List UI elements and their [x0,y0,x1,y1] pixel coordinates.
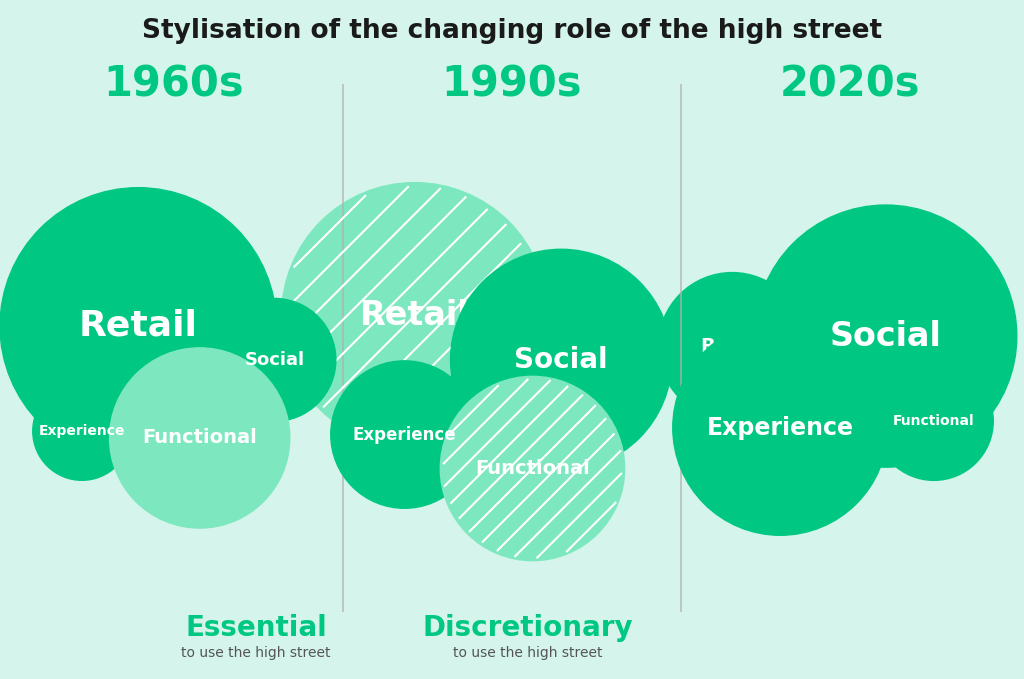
Text: Functional: Functional [475,459,590,478]
Text: Functional: Functional [142,428,257,447]
Circle shape [755,205,1017,467]
Circle shape [0,187,276,464]
Text: Essential: Essential [185,614,327,642]
Circle shape [440,376,625,561]
Circle shape [33,382,131,480]
Circle shape [331,361,478,509]
Text: 2020s: 2020s [779,64,921,106]
Text: Experience: Experience [39,424,125,438]
Circle shape [282,183,548,449]
Circle shape [213,299,336,421]
Circle shape [673,320,888,535]
Text: 1960s: 1960s [103,64,245,106]
Text: Retail: Retail [700,337,764,356]
Text: Social: Social [245,351,304,369]
Text: Functional: Functional [893,414,975,428]
Text: Retail: Retail [359,299,470,332]
Text: Retail: Retail [79,309,198,343]
Text: Experience: Experience [352,426,457,443]
Text: Stylisation of the changing role of the high street: Stylisation of the changing role of the … [142,18,882,43]
Circle shape [451,249,672,471]
Circle shape [658,272,806,420]
Text: Experience: Experience [707,416,854,440]
Text: to use the high street: to use the high street [453,646,602,660]
Text: to use the high street: to use the high street [181,646,331,660]
Text: Social: Social [514,346,608,374]
Circle shape [874,362,993,480]
Circle shape [110,348,290,528]
Text: Social: Social [829,320,942,352]
Text: Discretionary: Discretionary [422,614,633,642]
Text: 1990s: 1990s [441,64,583,106]
